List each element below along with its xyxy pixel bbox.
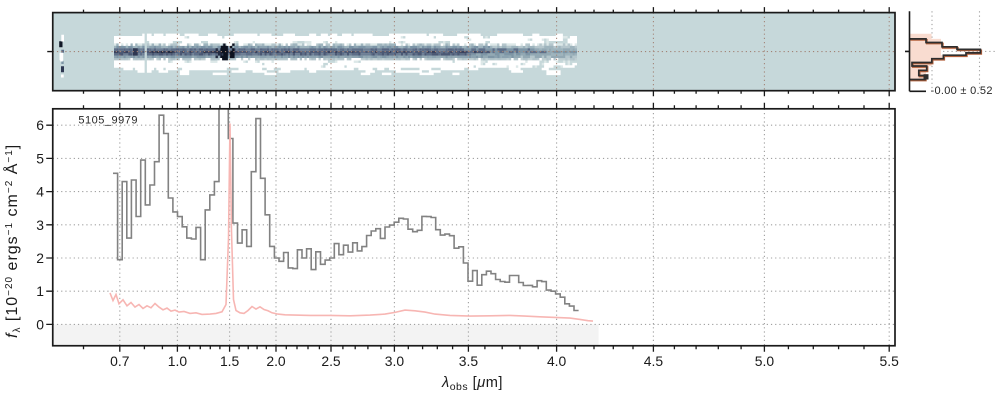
- svg-text:1: 1: [36, 283, 44, 299]
- svg-text:5: 5: [36, 150, 44, 166]
- svg-text:0.7: 0.7: [110, 353, 130, 369]
- svg-text:1.5: 1.5: [220, 353, 240, 369]
- svg-text:2.0: 2.0: [266, 353, 286, 369]
- svg-text:3.0: 3.0: [385, 353, 405, 369]
- svg-text:λobs [μm]: λobs [μm]: [441, 375, 503, 393]
- svg-text:5.5: 5.5: [880, 353, 900, 369]
- svg-text:3: 3: [36, 217, 44, 233]
- svg-text:4: 4: [36, 184, 44, 200]
- svg-text:2.5: 2.5: [321, 353, 341, 369]
- svg-text:1.0: 1.0: [168, 353, 188, 369]
- svg-text:6: 6: [36, 117, 44, 133]
- svg-text:2: 2: [36, 250, 44, 266]
- svg-text:0: 0: [36, 316, 44, 332]
- svg-text:5105_9979: 5105_9979: [78, 115, 138, 127]
- svg-text:fλ [10−20 ergs−1 cm−2 Å−1]: fλ [10−20 ergs−1 cm−2 Å−1]: [2, 144, 23, 338]
- svg-text:-0.00 ± 0.52: -0.00 ± 0.52: [931, 85, 993, 97]
- svg-text:4.0: 4.0: [547, 353, 567, 369]
- svg-text:5.0: 5.0: [755, 353, 775, 369]
- svg-text:3.5: 3.5: [459, 353, 479, 369]
- svg-text:4.5: 4.5: [644, 353, 664, 369]
